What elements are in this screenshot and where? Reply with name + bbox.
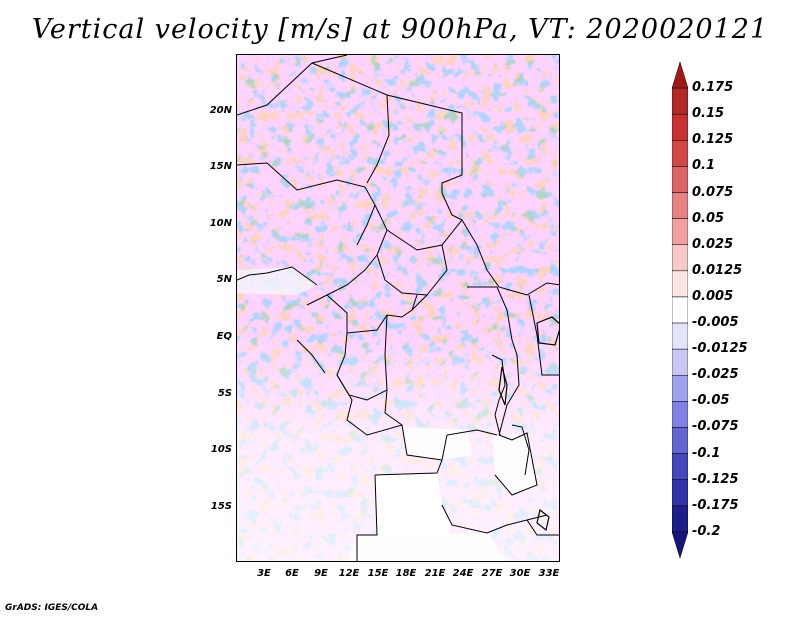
colorbar-bottom-arrow <box>672 531 688 558</box>
lon-label: 24E <box>452 568 474 579</box>
colorbar-label: 0.025 <box>692 236 734 252</box>
country-borders <box>237 55 559 561</box>
colorbar-cell <box>672 427 688 454</box>
lat-label: 15S <box>210 501 232 512</box>
colorbar-cell <box>672 140 688 167</box>
white-region-drc-south <box>402 427 472 460</box>
colorbar-cell <box>672 401 688 428</box>
white-region-zambia <box>492 433 537 495</box>
lakes <box>498 316 559 532</box>
colorbar-top-arrow <box>672 62 688 89</box>
colorbar-cell <box>672 322 688 350</box>
colorbar-cell <box>672 375 688 402</box>
chart-title: Vertical velocity [m/s] at 900hPa, VT: 2… <box>31 14 769 45</box>
lat-label: 20N <box>209 105 232 116</box>
colorbar-label: 0.075 <box>692 184 734 200</box>
lat-label: 10S <box>210 444 232 455</box>
lat-label: EQ <box>216 331 232 342</box>
lon-label: 6E <box>285 568 299 579</box>
colorbar-cell <box>672 244 688 272</box>
colorbar-cell <box>672 113 688 141</box>
colorbar-cell <box>672 348 688 376</box>
colorbar-label: 0.05 <box>692 210 725 226</box>
colorbar-cell <box>672 296 688 324</box>
colorbar-label: 0.15 <box>692 106 725 122</box>
colorbar-cell <box>672 453 688 480</box>
colorbar-label: -0.05 <box>692 393 730 409</box>
lon-label: 3E <box>257 568 271 579</box>
lon-label: 30E <box>509 568 531 579</box>
colorbar-label: -0.1 <box>692 445 721 461</box>
colorbar-cell <box>672 166 688 193</box>
grads-credit: GrADS: IGES/COLA <box>5 603 99 613</box>
colorbar-cell <box>672 87 688 115</box>
lon-label: 18E <box>395 568 417 579</box>
colorbar-label: 0.1 <box>692 158 716 174</box>
map-panel <box>236 54 560 562</box>
lon-label: 15E <box>367 568 389 579</box>
lat-label: 5N <box>216 274 232 285</box>
colorbar-label: -0.175 <box>692 497 739 513</box>
colorbar-label: 0.125 <box>692 132 734 148</box>
colorbar-cell <box>672 505 688 533</box>
colorbar-label: -0.025 <box>692 367 739 383</box>
lat-label: 5S <box>217 388 232 399</box>
colorbar-label: -0.005 <box>692 315 739 331</box>
colorbar-cell <box>672 270 688 298</box>
white-region-namibia <box>347 533 506 561</box>
colorbar-label: 0.175 <box>692 80 734 96</box>
colorbar-label: 0.0125 <box>692 262 743 278</box>
colorbar-label: -0.2 <box>692 523 721 539</box>
lon-label: 12E <box>338 568 360 579</box>
colorbar-cell <box>672 479 688 507</box>
lon-label: 33E <box>538 568 560 579</box>
lat-label: 10N <box>209 218 232 229</box>
colorbar <box>672 62 688 558</box>
lon-label: 9E <box>314 568 328 579</box>
lon-label: 21E <box>424 568 446 579</box>
white-region-angola <box>375 473 452 535</box>
colorbar-label: -0.125 <box>692 471 739 487</box>
lat-label: 15N <box>209 161 232 172</box>
colorbar-label: -0.075 <box>692 419 739 435</box>
map-field-svg <box>237 55 559 561</box>
colorbar-cell <box>672 218 688 245</box>
colorbar-cell <box>672 192 688 219</box>
colorbar-label: 0.005 <box>692 288 734 304</box>
lon-label: 27E <box>481 568 503 579</box>
colorbar-label: -0.0125 <box>692 341 748 357</box>
